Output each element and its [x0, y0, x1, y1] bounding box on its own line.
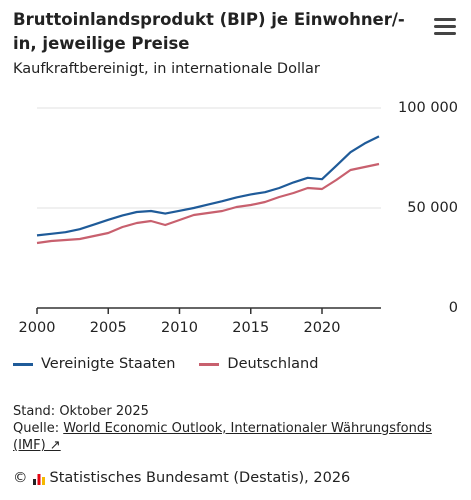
menu-icon[interactable]: [434, 18, 456, 35]
chart-title: Bruttoinlandsprodukt (BIP) je Einwohner/…: [13, 10, 405, 53]
x-tick-label: 2005: [90, 320, 127, 336]
copyright-text: Statistisches Bundesamt (Destatis), 2026: [49, 470, 351, 486]
legend-swatch: [199, 362, 220, 366]
legend-item: Deutschland: [199, 356, 318, 372]
x-tick-label: 2010: [161, 320, 198, 336]
status: Stand: Oktober 2025: [13, 404, 149, 419]
series-line: [36, 135, 380, 237]
y-tick-label: 50 000: [407, 200, 458, 216]
x-tick-label: 2015: [232, 320, 269, 336]
copyright: © Statistisches Bundesamt (Destatis), 20…: [13, 470, 350, 486]
legend: Vereinigte Staaten Deutschland: [13, 356, 318, 372]
legend-label: Vereinigte Staaten: [41, 356, 176, 372]
footer: Stand: Oktober 2025 Quelle: World Econom…: [13, 403, 453, 454]
copyright-symbol: ©: [13, 470, 28, 486]
series-line: [36, 162, 380, 245]
legend-swatch: [13, 362, 33, 366]
x-tick-label: 2020: [304, 320, 341, 336]
logo: [32, 474, 45, 485]
source-link[interactable]: World Economic Outlook, Internationaler …: [13, 421, 432, 453]
y-tick-label: 0: [449, 300, 458, 316]
y-tick-label: 100 000: [398, 100, 458, 116]
legend-item: Vereinigte Staaten: [13, 356, 175, 372]
chart: 0 50 000 100 000 2000 2005 2010 2015 2020: [19, 18, 458, 336]
legend-label: Deutschland: [227, 356, 319, 372]
chart-subtitle: Kaufkraftbereinigt, in internationale Do…: [13, 61, 320, 77]
source: Quelle: World Economic Outlook, Internat…: [13, 420, 453, 454]
source-label: Quelle:: [13, 421, 60, 436]
x-tick-label: 2000: [19, 320, 56, 336]
